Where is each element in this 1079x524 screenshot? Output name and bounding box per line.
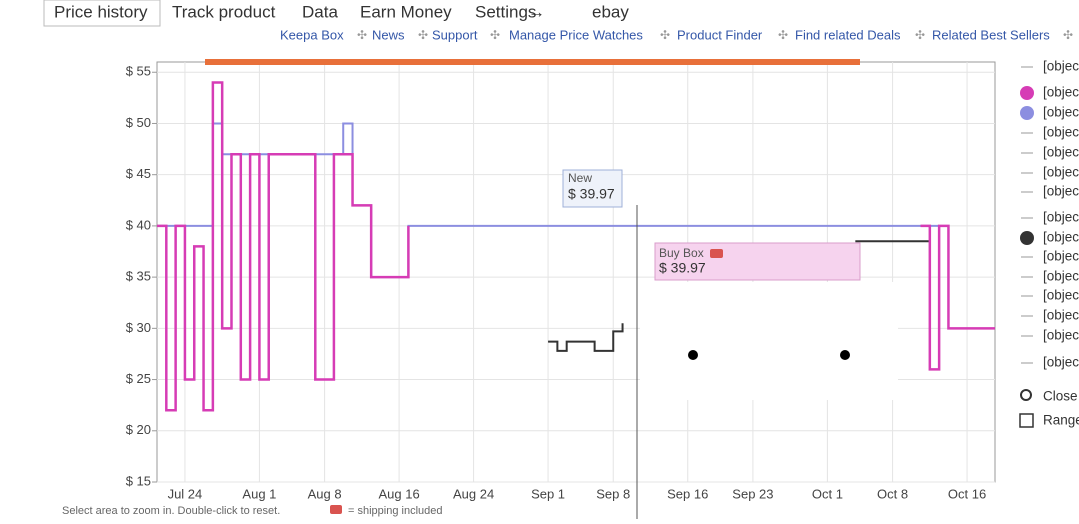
- x-tick-label: Aug 24: [453, 486, 494, 501]
- legend-item[interactable]: [object Object]: [1043, 210, 1079, 225]
- link[interactable]: Find related Deals: [795, 27, 901, 42]
- legend-item[interactable]: [object Object]: [1043, 249, 1079, 264]
- x-tick-label: Jul 24: [168, 486, 203, 501]
- x-tick-label: Sep 23: [732, 486, 773, 501]
- link[interactable]: Related Best Sellers: [932, 27, 1050, 42]
- tab-bar: [0, 0, 1079, 26]
- legend-dot: [1020, 86, 1034, 100]
- truck-icon: [710, 249, 723, 258]
- separator: ✣: [915, 28, 925, 42]
- x-tick-label: Aug 8: [308, 486, 342, 501]
- link[interactable]: News: [372, 27, 405, 42]
- legend-item[interactable]: [object Object]: [1043, 145, 1079, 160]
- y-tick-label: $ 25: [126, 371, 151, 386]
- tab[interactable]: Settings: [475, 2, 536, 21]
- x-tick-label: Oct 8: [877, 486, 908, 501]
- separator: ✣: [418, 28, 428, 42]
- legend-item[interactable]: [object Object]: [1043, 355, 1079, 370]
- link[interactable]: Product Finder: [677, 27, 763, 42]
- plot-area: [156, 61, 996, 483]
- x-tick-label: Sep 16: [667, 486, 708, 501]
- dot: [688, 350, 698, 360]
- legend-item[interactable]: [object Object]: [1043, 328, 1079, 343]
- legend-item[interactable]: [object Object]: [1043, 230, 1079, 245]
- separator: ✣: [357, 28, 367, 42]
- legend-item[interactable]: [object Object]: [1043, 165, 1079, 180]
- y-tick-label: $ 50: [126, 115, 151, 130]
- legend-item[interactable]: [object Object]: [1043, 288, 1079, 303]
- tooltip-value: $ 39.97: [568, 186, 615, 202]
- tooltip-value: $ 39.97: [659, 260, 706, 276]
- tooltip: [562, 169, 623, 208]
- legend-dot: [1020, 231, 1034, 245]
- link[interactable]: Keepa Box: [280, 27, 344, 42]
- legend-item[interactable]: [object Object]: [1043, 125, 1079, 140]
- tool-button[interactable]: Range: [1043, 413, 1079, 428]
- link[interactable]: Support: [432, 27, 478, 42]
- tab[interactable]: Earn Money: [360, 2, 452, 21]
- legend-item[interactable]: [object Object]: [1043, 59, 1079, 74]
- legend-dot: [1020, 106, 1034, 120]
- y-tick-label: $ 55: [126, 64, 151, 79]
- tooltip-label: New: [568, 171, 592, 185]
- tool-button[interactable]: Close: [1043, 389, 1078, 404]
- price-line: [548, 240, 930, 352]
- y-tick-label: $ 45: [126, 166, 151, 181]
- x-tick-label: Aug 16: [378, 486, 419, 501]
- x-tick-label: Oct 16: [948, 486, 986, 501]
- occluded-area: [640, 282, 898, 400]
- tab[interactable]: →: [528, 2, 545, 21]
- legend-item[interactable]: [object Object]: [1043, 85, 1079, 100]
- status-bar: [205, 59, 860, 65]
- legend-item[interactable]: [object Object]: [1043, 184, 1079, 199]
- separator: ✣: [490, 28, 500, 42]
- x-tick-label: Sep 8: [596, 486, 630, 501]
- legend-item[interactable]: [object Object]: [1043, 269, 1079, 284]
- x-tick-label: Sep 1: [531, 486, 565, 501]
- magnifier-icon: [1020, 389, 1032, 401]
- separator: ✣: [660, 28, 670, 42]
- dot: [840, 350, 850, 360]
- y-tick-label: $ 30: [126, 320, 151, 335]
- truck-icon: [330, 505, 342, 514]
- separator: ✣: [1063, 28, 1073, 42]
- legend-item[interactable]: [object Object]: [1043, 105, 1079, 120]
- tooltip: [654, 242, 861, 281]
- tab[interactable]: Track product: [172, 2, 276, 21]
- calendar-icon: [1019, 413, 1034, 428]
- y-tick-label: $ 15: [126, 473, 151, 488]
- active-tab-frame: [43, 0, 161, 27]
- shipping-note: = shipping included: [348, 505, 443, 517]
- link[interactable]: Manage Price Watches: [509, 27, 643, 42]
- tab[interactable]: ebay: [592, 2, 629, 21]
- x-tick-label: Oct 1: [812, 486, 843, 501]
- price-line: [157, 81, 995, 412]
- y-tick-label: $ 40: [126, 217, 151, 232]
- x-tick-label: Aug 1: [242, 486, 276, 501]
- tooltip-label: Buy Box: [659, 246, 704, 260]
- y-tick-label: $ 35: [126, 269, 151, 284]
- y-tick-label: $ 20: [126, 422, 151, 437]
- hint: Select area to zoom in. Double-click to …: [62, 505, 280, 517]
- tab[interactable]: Price history: [54, 2, 148, 21]
- tab[interactable]: Data: [302, 2, 338, 21]
- legend-item[interactable]: [object Object]: [1043, 308, 1079, 323]
- separator: ✣: [778, 28, 788, 42]
